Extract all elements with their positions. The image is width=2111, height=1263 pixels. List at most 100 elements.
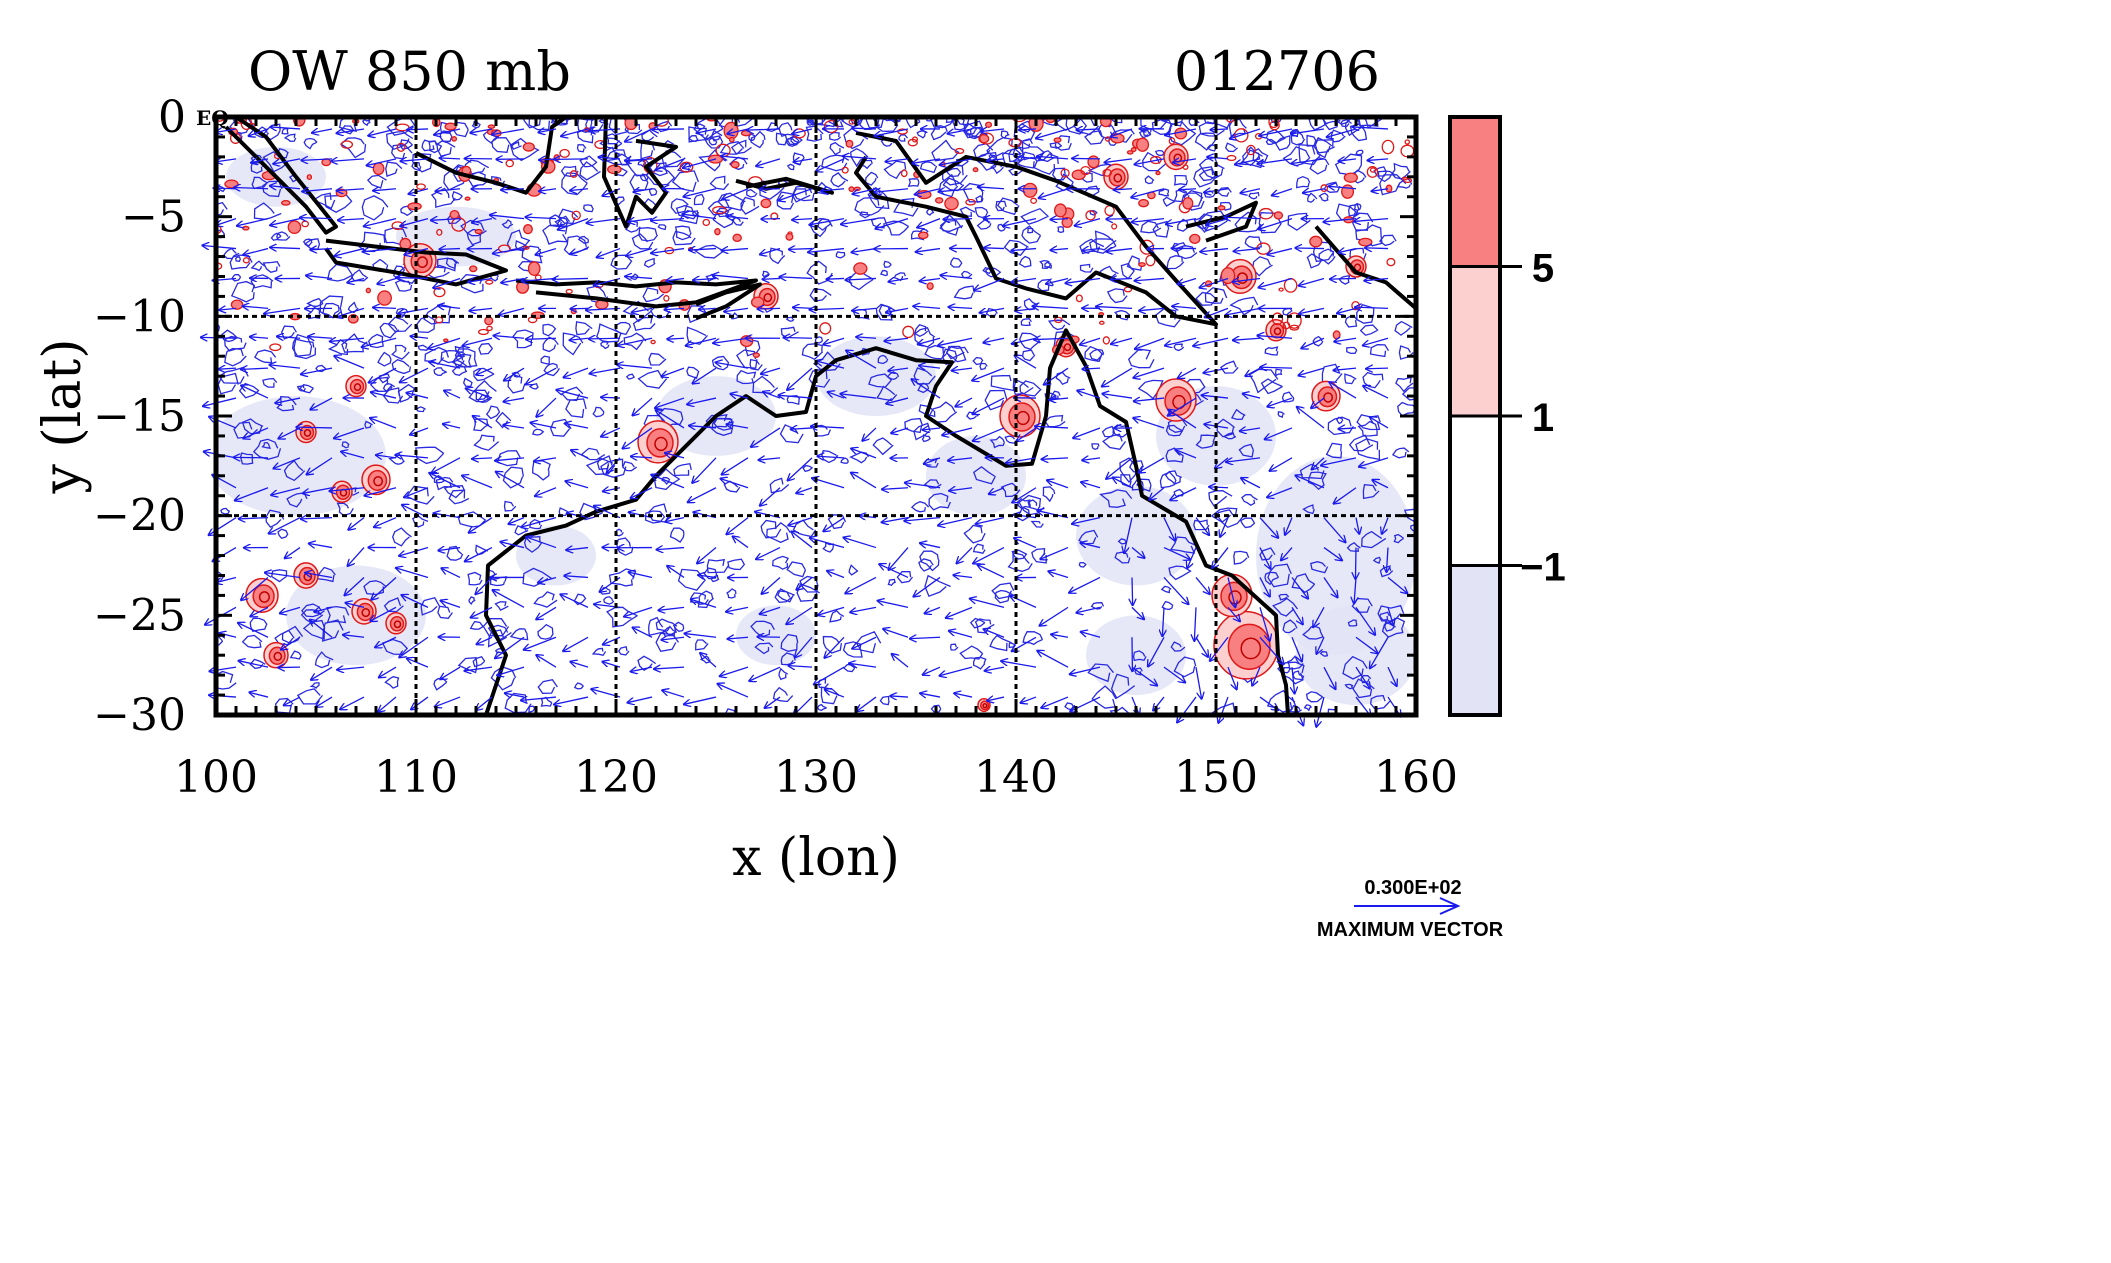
positive-ow-speck — [287, 220, 302, 235]
wind-vector — [914, 306, 941, 308]
negative-contour — [1030, 520, 1044, 528]
wind-vector — [1178, 277, 1197, 284]
wind-vector — [763, 278, 781, 279]
wind-vector — [791, 428, 813, 429]
wind-vector — [697, 129, 717, 133]
negative-contour — [249, 658, 266, 670]
negative-contour — [907, 178, 920, 187]
positive-ow-core — [1317, 386, 1338, 408]
wind-vector — [495, 458, 525, 461]
positive-ow-speck — [1087, 155, 1100, 169]
positive-ow-speck — [785, 232, 794, 241]
wind-vector — [494, 336, 525, 339]
wind-vector — [651, 219, 685, 221]
negative-contour — [1230, 408, 1246, 421]
wind-vector — [700, 653, 717, 668]
wind-vector — [570, 189, 589, 191]
wind-vector — [407, 129, 429, 130]
negative-contour — [1403, 508, 1416, 523]
wind-vector — [557, 390, 589, 399]
wind-vector — [469, 517, 493, 533]
wind-vector — [779, 395, 813, 398]
negative-contour — [475, 544, 489, 556]
wind-vector — [683, 158, 717, 168]
wind-vector — [1165, 337, 1197, 345]
positive-ow-speck — [396, 142, 406, 152]
wind-vector — [733, 537, 749, 549]
negative-contour — [1369, 344, 1390, 358]
negative-contour — [786, 138, 800, 147]
wind-vector — [693, 367, 717, 383]
positive-ow-contour — [1063, 343, 1072, 352]
positive-ow-speck — [523, 224, 533, 235]
positive-ow-speck — [569, 170, 578, 178]
wind-vector — [1132, 577, 1133, 604]
negative-contour — [383, 597, 404, 613]
wind-vector — [470, 308, 493, 310]
wind-vector — [264, 307, 301, 313]
negative-contour — [1112, 424, 1129, 438]
wind-vector — [1268, 247, 1293, 255]
wind-vector — [401, 159, 429, 161]
negative-contour — [817, 217, 832, 231]
negative-contour — [457, 657, 478, 674]
wind-vector — [1134, 398, 1165, 401]
negative-contour — [801, 343, 824, 360]
wind-vector — [443, 424, 461, 428]
wind-vector — [337, 189, 365, 191]
negative-contour — [854, 197, 885, 216]
negative-contour — [691, 210, 699, 216]
wind-vector — [521, 697, 557, 700]
wind-vector — [631, 487, 653, 498]
wind-vector — [1051, 219, 1069, 220]
wind-vector — [251, 606, 269, 616]
negative-contour — [1101, 425, 1116, 438]
negative-contour — [543, 362, 560, 377]
negative-contour — [648, 352, 667, 366]
wind-vector — [1015, 156, 1037, 159]
wind-vector — [469, 278, 493, 281]
negative-contour — [709, 175, 730, 191]
wind-vector — [1037, 156, 1069, 158]
wind-vector — [1017, 427, 1037, 441]
wind-vector — [727, 217, 749, 219]
negative-contour — [467, 571, 483, 586]
wind-vector — [249, 128, 269, 136]
negative-contour — [989, 634, 1012, 652]
negative-contour — [430, 187, 456, 209]
wind-vector — [1323, 517, 1345, 542]
wind-vector — [526, 367, 557, 384]
wind-vector — [429, 337, 461, 348]
negative-contour — [1394, 320, 1413, 336]
wind-vector — [402, 595, 429, 608]
negative-contour — [904, 417, 924, 434]
negative-contour — [877, 354, 889, 365]
negative-contour — [579, 155, 598, 168]
negative-contour — [1154, 149, 1165, 156]
wind-vector — [1111, 337, 1133, 344]
wind-vector — [617, 365, 653, 369]
negative-contour — [468, 596, 476, 605]
wind-vector — [265, 573, 301, 579]
negative-contour — [1039, 259, 1052, 269]
negative-contour — [1084, 130, 1105, 145]
positive-ow-speck — [1273, 211, 1284, 220]
wind-vector — [1230, 128, 1261, 139]
negative-contour — [249, 617, 268, 633]
wind-vector — [440, 666, 461, 679]
positive-ow-core — [298, 566, 316, 586]
negative-contour — [695, 639, 709, 651]
negative-contour — [503, 500, 517, 512]
wind-vector — [1311, 397, 1325, 408]
wind-vector — [725, 308, 749, 311]
negative-contour — [1011, 151, 1038, 169]
wind-vector — [878, 601, 909, 608]
wind-vector — [379, 666, 397, 677]
wind-vector — [923, 428, 941, 430]
wind-vector — [623, 427, 653, 448]
wind-vector — [1132, 188, 1165, 198]
negative-contour — [719, 140, 745, 155]
negative-contour — [1372, 556, 1382, 564]
wind-vector — [633, 628, 653, 638]
wind-vector — [1317, 636, 1325, 653]
